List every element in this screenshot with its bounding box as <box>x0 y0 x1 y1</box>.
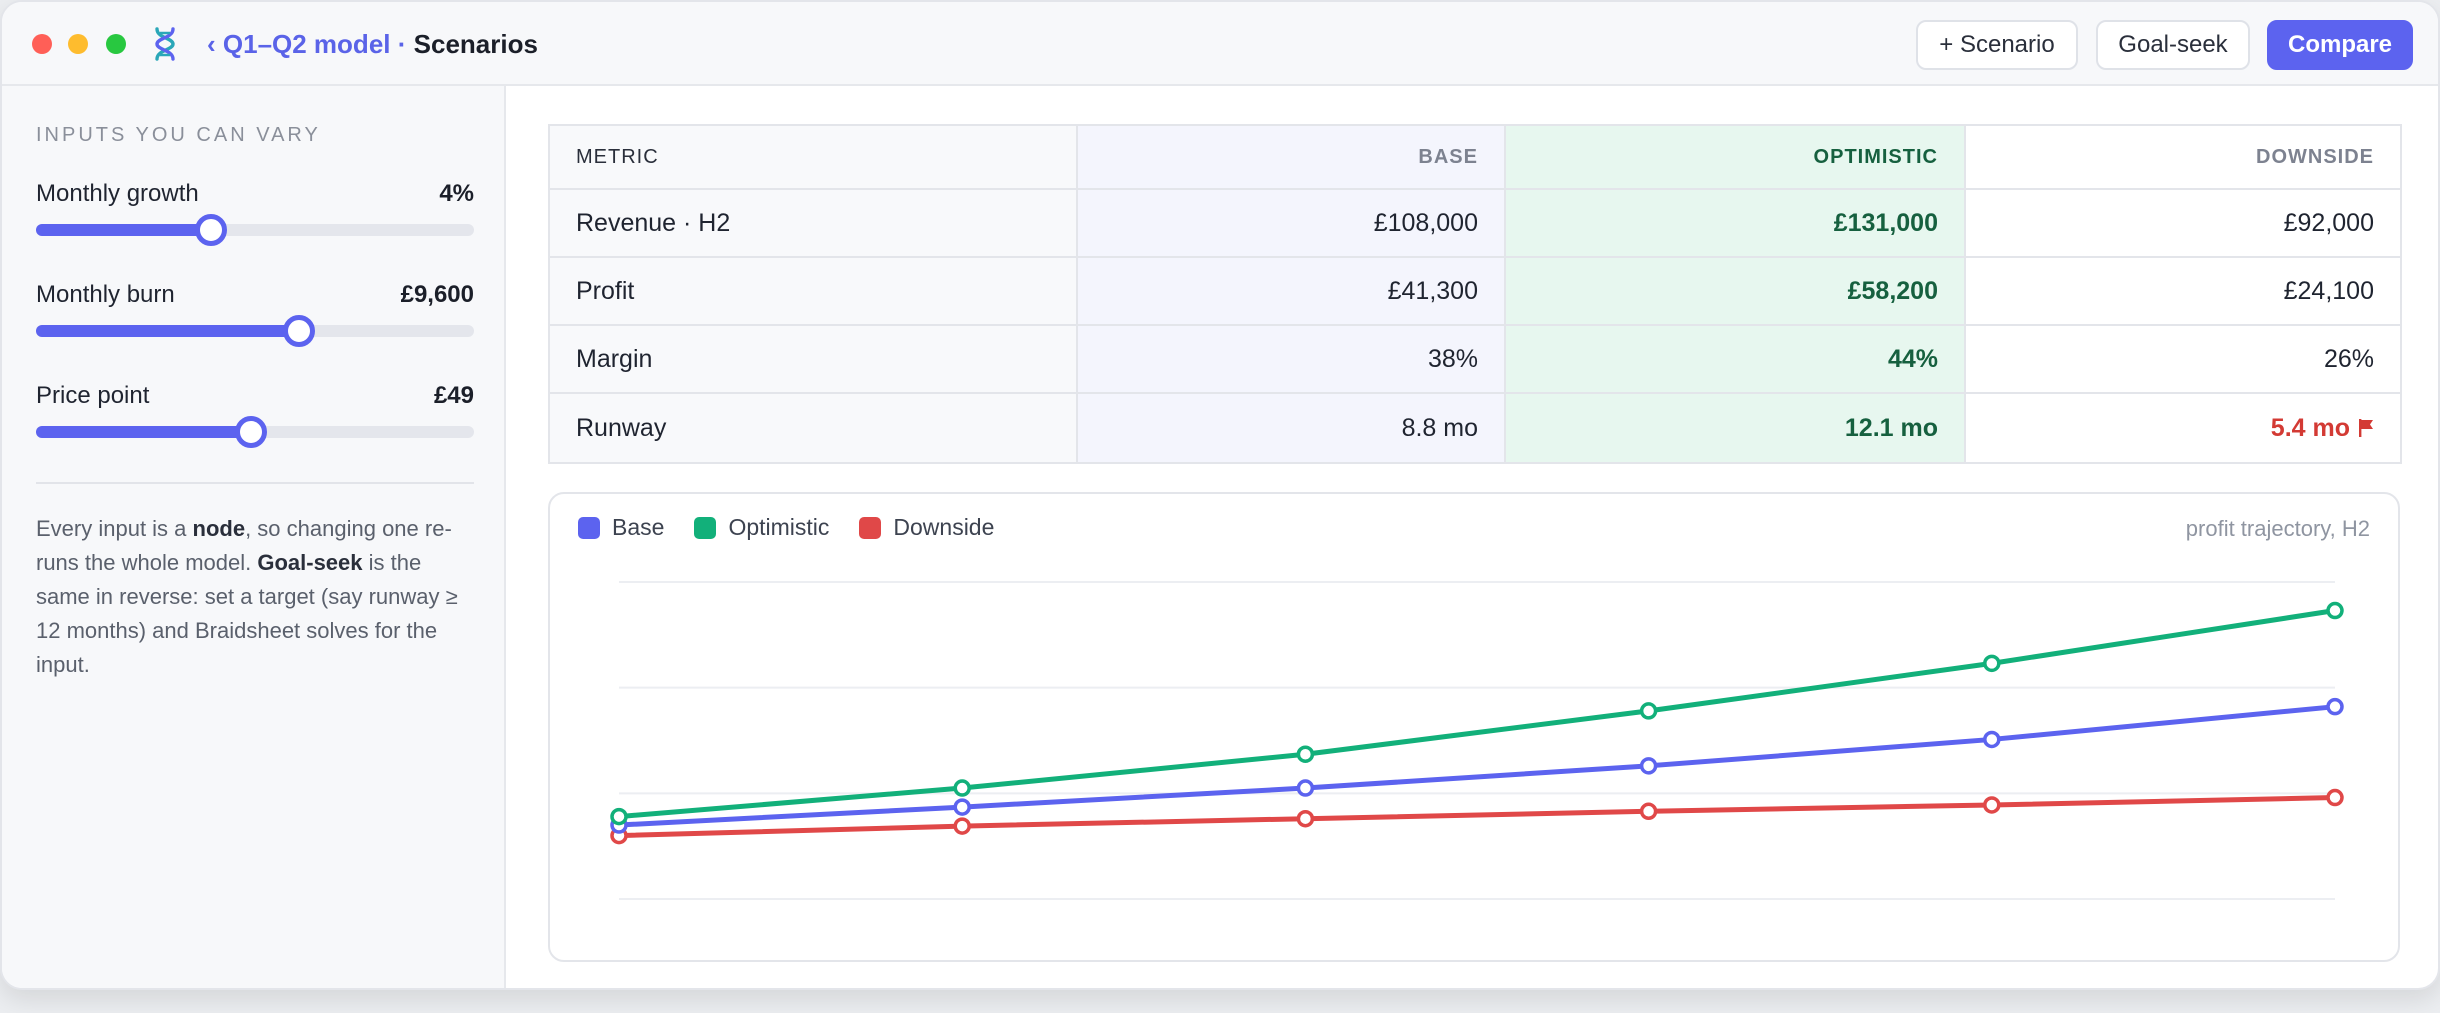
inputs-sidebar: INPUTS YOU CAN VARY Monthly growth 4% Mo… <box>2 86 506 988</box>
data-point-base[interactable] <box>1296 779 1315 797</box>
data-point-base[interactable] <box>2326 697 2344 716</box>
minimize-window-button[interactable] <box>68 34 88 54</box>
base-cell[interactable]: 38% <box>1076 324 1506 394</box>
sidebar-help-text: Every input is a node, so changing one r… <box>36 512 476 682</box>
data-point-base[interactable] <box>953 798 971 816</box>
scenario-comparison-table: METRIC BASE OPTIMISTIC DOWNSIDE Revenue … <box>548 124 2402 464</box>
chart-caption: profit trajectory, H2 <box>2185 516 2370 541</box>
price-slider-track[interactable] <box>36 416 474 448</box>
data-point-base[interactable] <box>1639 757 1658 775</box>
burn-value: £9,600 <box>400 281 474 308</box>
help-text-emphasis: node <box>192 516 246 541</box>
downside-cell[interactable]: £92,000 <box>1964 188 2402 258</box>
optimistic-cell[interactable]: £131,000 <box>1504 188 1966 258</box>
column-header-downside[interactable]: DOWNSIDE <box>1964 124 2402 190</box>
data-point-downside[interactable] <box>2326 788 2344 807</box>
legend-swatch-optimistic <box>694 516 717 539</box>
data-point-downside[interactable] <box>953 817 971 835</box>
compare-button[interactable]: Compare <box>2267 20 2413 70</box>
legend-label-downside: Downside <box>893 514 995 540</box>
price-label: Price point <box>36 382 150 409</box>
price-slider-fill <box>36 426 251 438</box>
growth-label: Monthly growth <box>36 180 199 207</box>
table-row: Revenue · H2 £108,000 £131,000 £92,000 <box>548 188 2402 258</box>
data-point-optimistic[interactable] <box>610 807 628 826</box>
help-text-part: , so changing one re-runs the whole mode… <box>36 516 452 575</box>
burn-label: Monthly burn <box>36 281 175 308</box>
data-point-optimistic[interactable] <box>1296 745 1315 763</box>
base-cell[interactable]: 8.8 mo <box>1076 392 1506 464</box>
downside-cell[interactable]: £24,100 <box>1964 256 2402 326</box>
optimistic-cell[interactable]: 12.1 mo <box>1504 392 1966 464</box>
table-row: Margin 38% 44% 26% <box>548 324 2402 394</box>
price-value: £49 <box>433 382 474 409</box>
base-cell[interactable]: £41,300 <box>1076 256 1506 326</box>
downside-runway-cell[interactable]: 5.4 mo <box>1964 392 2402 464</box>
sidebar-heading: INPUTS YOU CAN VARY <box>36 124 321 146</box>
legend-item-base[interactable]: Base <box>578 514 664 541</box>
zoom-window-button[interactable] <box>106 34 126 54</box>
optimistic-cell[interactable]: £58,200 <box>1504 256 1966 326</box>
data-point-downside[interactable] <box>1296 809 1315 828</box>
metric-cell[interactable]: Revenue · H2 <box>548 188 1078 258</box>
helix-logo-icon <box>155 27 175 61</box>
table-row: Runway 8.8 mo 12.1 mo 5.4 mo <box>548 392 2402 464</box>
optimistic-cell[interactable]: 44% <box>1504 324 1966 394</box>
breadcrumb: ‹ Q1–Q2 model · Scenarios <box>207 28 538 60</box>
column-header-optimistic[interactable]: OPTIMISTIC <box>1504 124 1966 190</box>
data-point-downside[interactable] <box>1983 796 2001 814</box>
data-point-optimistic[interactable] <box>1639 702 1658 720</box>
burn-slider-track[interactable] <box>36 315 474 347</box>
growth-slider-thumb[interactable] <box>195 214 228 246</box>
data-point-downside[interactable] <box>1639 802 1658 821</box>
legend-label-base: Base <box>612 514 665 540</box>
help-text-emphasis: Goal-seek <box>257 550 363 575</box>
series-line-optimistic[interactable] <box>618 608 2336 820</box>
profit-trajectory-chart: Base Optimistic Downside profit trajecto… <box>548 492 2400 962</box>
page-title: Scenarios <box>413 29 538 59</box>
series-line-base[interactable] <box>618 704 2336 828</box>
back-link[interactable]: ‹ Q1–Q2 model <box>207 29 391 59</box>
legend-label-optimistic: Optimistic <box>728 514 830 540</box>
data-point-optimistic[interactable] <box>953 779 971 797</box>
legend-item-optimistic[interactable]: Optimistic <box>694 514 829 541</box>
legend-item-downside[interactable]: Downside <box>859 514 994 541</box>
sidebar-divider <box>36 482 474 484</box>
column-header-metric[interactable]: METRIC <box>548 124 1078 190</box>
legend-swatch-downside <box>859 516 882 539</box>
base-cell[interactable]: £108,000 <box>1076 188 1506 258</box>
legend-swatch-base <box>578 516 600 539</box>
price-slider-thumb[interactable] <box>234 416 267 448</box>
growth-slider-track[interactable] <box>36 214 474 246</box>
series-line-downside[interactable] <box>618 795 2336 839</box>
metric-cell[interactable]: Margin <box>548 324 1078 394</box>
chart-plot-area <box>610 581 2344 900</box>
data-point-optimistic[interactable] <box>2326 601 2344 620</box>
add-scenario-button[interactable]: + Scenario <box>1916 20 2078 70</box>
help-text-part: is the same in reverse: set a target (sa… <box>36 550 458 677</box>
downside-cell[interactable]: 26% <box>1964 324 2402 394</box>
breadcrumb-separator: · <box>397 29 407 59</box>
title-bar: ‹ Q1–Q2 model · Scenarios + Scenario Goa… <box>2 2 2438 86</box>
column-header-base[interactable]: BASE <box>1076 124 1506 190</box>
app-window: ‹ Q1–Q2 model · Scenarios + Scenario Goa… <box>0 0 2440 990</box>
metric-cell[interactable]: Runway <box>548 392 1078 464</box>
runway-warning-value: 5.4 mo <box>2270 413 2350 442</box>
growth-slider-fill <box>36 224 212 236</box>
close-window-button[interactable] <box>32 34 52 54</box>
data-point-optimistic[interactable] <box>1983 654 2001 673</box>
flag-icon <box>2359 418 2373 437</box>
burn-slider-thumb[interactable] <box>282 315 315 347</box>
growth-value: 4% <box>439 180 474 207</box>
table-row: Profit £41,300 £58,200 £24,100 <box>548 256 2402 326</box>
data-point-base[interactable] <box>1983 730 2001 749</box>
burn-slider-fill <box>36 325 299 337</box>
help-text-part: Every input is a <box>36 516 193 541</box>
table-header-row: METRIC BASE OPTIMISTIC DOWNSIDE <box>548 124 2402 190</box>
main-panel: METRIC BASE OPTIMISTIC DOWNSIDE Revenue … <box>508 86 2438 988</box>
goal-seek-button[interactable]: Goal-seek <box>2096 20 2250 70</box>
chart-legend: Base Optimistic Downside <box>578 514 1024 541</box>
metric-cell[interactable]: Profit <box>548 256 1078 326</box>
